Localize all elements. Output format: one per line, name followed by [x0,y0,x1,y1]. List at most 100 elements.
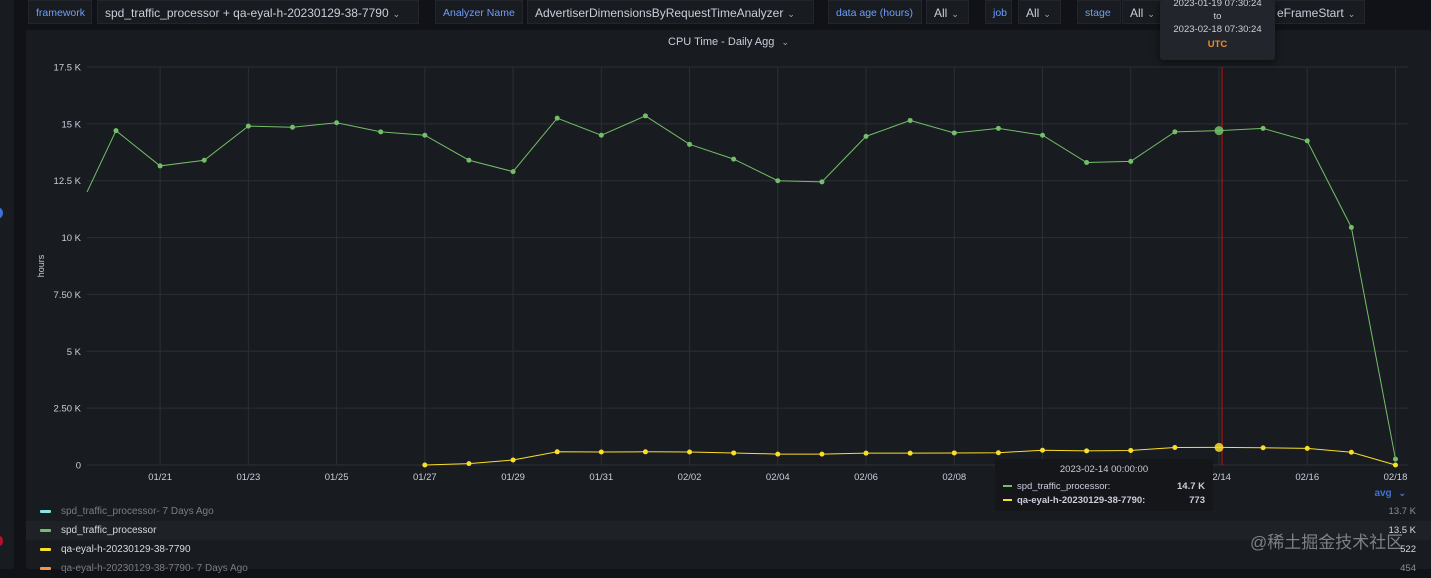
chevron-down-icon: ⌄ [781,37,789,47]
data-point[interactable] [1128,447,1134,453]
data-point[interactable] [1084,448,1090,454]
data-point[interactable] [863,450,869,456]
time-range-to-word: to [1213,11,1222,22]
chevron-down-icon: ⌄ [1043,9,1051,19]
data-point[interactable] [1084,160,1090,166]
x-tick-label: 02/14 [1207,472,1231,483]
data-point[interactable] [466,461,472,467]
variable-select-analyzer-name[interactable]: AdvertiserDimensionsByRequestTimeAnalyze… [527,0,814,24]
data-point[interactable] [1348,224,1354,230]
variable-select-framework[interactable]: spd_traffic_processor + qa-eyal-h-202301… [97,0,419,24]
y-tick-label: 5 K [67,347,82,358]
data-point[interactable] [951,450,957,456]
data-point[interactable] [510,169,516,175]
hover-series-value: 14.7 K [1177,480,1205,492]
data-point[interactable] [819,451,825,457]
panel-title[interactable]: CPU Time - Daily Agg ⌄ [26,36,1431,48]
variable-select-job[interactable]: All ⌄ [1018,0,1061,24]
legend-item[interactable]: spd_traffic_processor- 7 Days Ago 13.7 K [26,502,1431,521]
x-tick-label: 01/31 [589,472,613,483]
y-axis-label: hours [36,254,46,277]
variable-select-data-age[interactable]: All ⌄ [926,0,969,24]
data-point[interactable] [995,450,1001,456]
legend-item-name: qa-eyal-h-20230129-38-7790 [61,544,191,555]
data-point[interactable] [951,130,957,136]
side-menu-icon[interactable] [0,208,3,218]
data-point[interactable] [1214,442,1224,452]
data-point[interactable] [598,449,604,455]
data-point[interactable] [422,462,428,468]
data-point[interactable] [1040,132,1046,138]
data-point[interactable] [819,179,825,185]
analyzer-name-value: AdvertiserDimensionsByRequestTimeAnalyze… [535,6,784,20]
data-point[interactable] [1040,447,1046,453]
legend-item-name: spd_traffic_processor- 7 Days Ago [61,506,214,517]
data-point[interactable] [157,163,163,169]
data-point[interactable] [245,123,251,129]
data-point[interactable] [422,132,428,138]
data-point[interactable] [1304,445,1310,451]
data-point[interactable] [731,156,737,162]
data-point[interactable] [642,449,648,455]
data-point[interactable] [775,178,781,184]
y-tick-label: 12.5 K [54,176,82,187]
data-point[interactable] [1260,125,1266,131]
data-point[interactable] [1304,138,1310,144]
x-tick-label: 02/08 [942,472,966,483]
data-point[interactable] [554,115,560,121]
data-point[interactable] [378,129,384,135]
data-point[interactable] [907,117,913,123]
data-point[interactable] [554,449,560,455]
data-point[interactable] [1172,129,1178,135]
variable-label-analyzer-name: Analyzer Name [435,0,523,24]
data-point[interactable] [1128,158,1134,164]
chevron-down-icon: ⌄ [1347,9,1356,19]
legend-swatch [40,510,51,513]
hover-series-name: qa-eyal-h-20230129-38-7790: [1017,494,1146,506]
legend-item-avg: 13.5 K [1388,525,1416,536]
data-point[interactable] [334,120,340,126]
data-point[interactable] [907,450,913,456]
legend-item[interactable]: spd_traffic_processor 13.5 K [26,521,1431,540]
data-point[interactable] [642,113,648,119]
legend-item-avg: 522 [1400,544,1416,555]
variable-label-stage: stage [1077,0,1121,24]
data-point[interactable] [731,450,737,456]
stage-value: All [1130,6,1144,20]
y-tick-label: 0 [76,461,81,472]
variable-label-job: job [985,0,1012,24]
variable-label-data-age: data age (hours) [828,0,922,24]
series-line [424,446,1396,466]
legend-sort-avg[interactable]: avg ⌄ [1374,488,1406,499]
data-point[interactable] [1392,456,1398,462]
data-point[interactable] [113,128,119,134]
data-point[interactable] [687,141,693,147]
data-point[interactable] [1392,462,1398,468]
data-point[interactable] [510,457,516,463]
y-tick-label: 10 K [61,233,81,244]
data-point[interactable] [1348,449,1354,455]
line-chart[interactable]: 0 2.50 K 5 K 7.50 K 10 K 12.5 K 15 K 17.5 K 01/2… [0,0,1431,500]
side-menu-alert-icon[interactable] [0,536,3,546]
legend-swatch [40,529,51,532]
time-frame-value: eFrameStart [1277,6,1344,20]
time-range-from: 2023-01-19 07:30:24 [1173,0,1262,9]
data-point[interactable] [1214,126,1224,136]
data-point[interactable] [995,125,1001,131]
data-point[interactable] [1172,444,1178,450]
data-point[interactable] [201,157,207,163]
legend-item-avg: 13.7 K [1388,506,1416,517]
data-point[interactable] [775,451,781,457]
data-point[interactable] [289,124,295,130]
variable-toolbar: framework spd_traffic_processor + qa-eya… [0,0,1431,26]
x-tick-label: 02/02 [678,472,702,483]
data-point[interactable] [687,449,693,455]
data-point[interactable] [863,133,869,139]
data-point[interactable] [598,132,604,138]
legend-item[interactable]: qa-eyal-h-20230129-38-7790 522 [26,540,1431,559]
data-point[interactable] [1260,445,1266,451]
watermark: @稀土掘金技术社区 [1250,533,1404,552]
x-tick-label: 02/04 [766,472,790,483]
data-point[interactable] [466,157,472,163]
legend-avg-header: avg [1374,488,1392,499]
